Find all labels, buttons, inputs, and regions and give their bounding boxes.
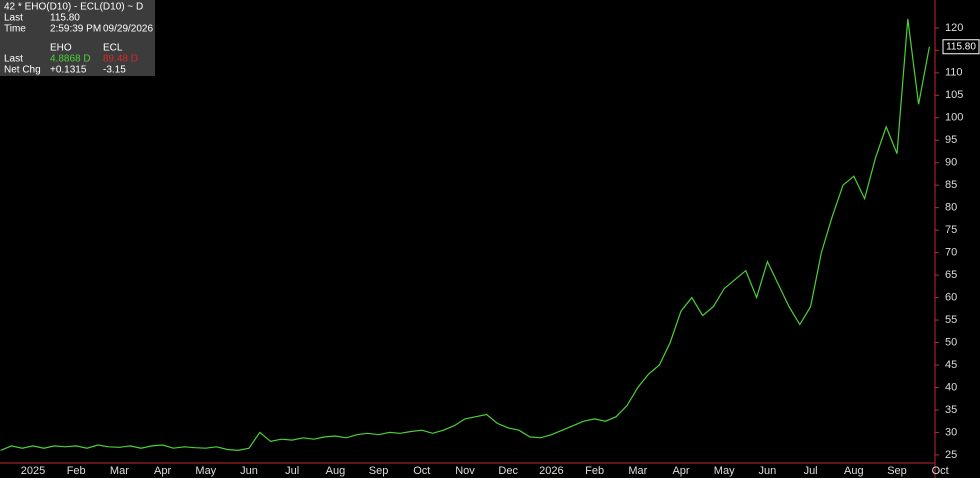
x-tick-label: Sep [369, 465, 389, 477]
value: +0.1315 [50, 65, 87, 76]
y-tick-label: 80 [945, 202, 957, 214]
x-tick-label: Aug [326, 465, 346, 477]
y-tick-label: 25 [945, 449, 957, 461]
x-tick-label: Dec [498, 465, 518, 477]
value: 2:59:39 PM [50, 24, 101, 35]
y-tick-label: 110 [945, 67, 963, 79]
x-tick-label: Mar [628, 465, 647, 477]
x-tick-label: Jun [240, 465, 258, 477]
x-tick-label: Feb [585, 465, 604, 477]
x-tick-label: May [195, 465, 216, 477]
x-tick-label: Jul [804, 465, 818, 477]
value: 09/29/2026 [103, 24, 153, 35]
y-tick-label: 95 [945, 134, 957, 146]
value: 89.48 D [103, 54, 138, 65]
x-tick-label: 2025 [21, 465, 45, 477]
x-tick-label: Feb [67, 465, 86, 477]
value: 4.8868 D [50, 54, 91, 65]
x-tick-label: Apr [672, 465, 689, 477]
x-tick-label: May [714, 465, 735, 477]
y-tick-label: 85 [945, 179, 957, 191]
value: 115.80 [50, 13, 80, 24]
y-tick-label: 60 [945, 291, 957, 303]
panel-title: 42 * EHO(D10) - ECL(D10) ~ D [4, 2, 143, 13]
x-tick-label: Oct [932, 465, 949, 477]
price-line [0, 18, 930, 452]
x-tick-label: Jun [759, 465, 777, 477]
y-tick-label: 90 [945, 157, 957, 169]
x-tick-label: Nov [455, 465, 475, 477]
x-tick-label: Oct [413, 465, 430, 477]
column-header: EHO [50, 43, 72, 54]
y-tick-label: 100 [945, 112, 963, 124]
y-tick-label: 70 [945, 247, 957, 259]
x-tick-label: Apr [154, 465, 171, 477]
y-tick-label: 105 [945, 89, 963, 101]
value: -3.15 [103, 65, 126, 76]
y-tick-label: 75 [945, 224, 957, 236]
y-tick-label: 120 [945, 22, 963, 34]
x-tick-label: Jul [285, 465, 299, 477]
y-tick-label: 40 [945, 381, 957, 393]
y-tick-label: 30 [945, 426, 957, 438]
label: Time [4, 24, 26, 35]
x-tick-label: Sep [887, 465, 907, 477]
x-tick-label: Mar [110, 465, 129, 477]
last-price-label: 115.80 [946, 41, 976, 52]
y-tick-label: 35 [945, 404, 957, 416]
info-panel: 42 * EHO(D10) - ECL(D10) ~ D Last 115.80… [0, 0, 155, 76]
x-tick-label: Aug [844, 465, 864, 477]
label: Last [4, 13, 23, 24]
y-tick-label: 50 [945, 336, 957, 348]
label: Net Chg [4, 65, 41, 76]
last-price-tag [942, 39, 980, 55]
label: Last [4, 54, 23, 65]
x-tick-label: 2026 [539, 465, 563, 477]
column-header: ECL [103, 43, 123, 54]
y-tick-label: 45 [945, 359, 957, 371]
y-tick-label: 55 [945, 314, 957, 326]
y-tick-label: 65 [945, 269, 957, 281]
panel-bg [0, 0, 155, 76]
